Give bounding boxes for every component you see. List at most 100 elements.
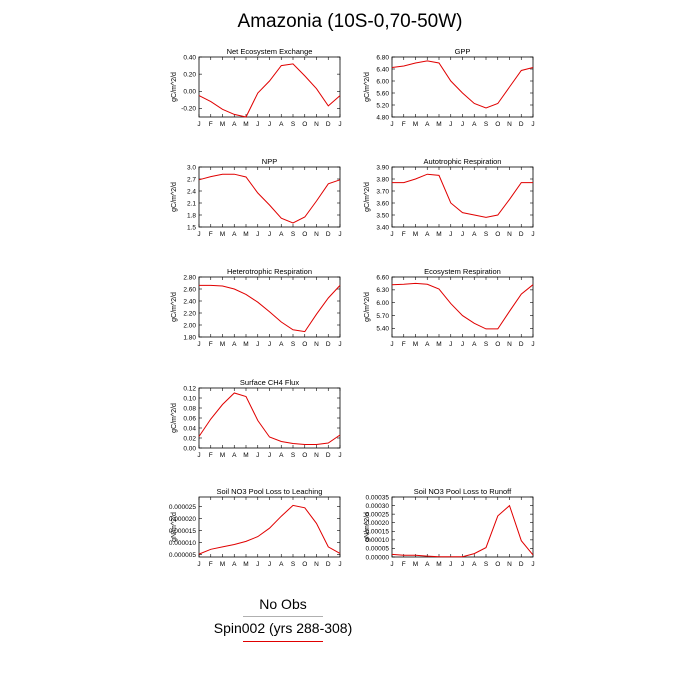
x-tick-label: D <box>326 452 331 459</box>
y-tick-label: 0.40 <box>183 54 196 61</box>
x-tick-label: S <box>291 561 296 568</box>
y-tick-label: 0.10 <box>183 395 196 402</box>
x-tick-label: N <box>314 561 319 568</box>
plot-frame <box>391 56 534 118</box>
series-line-1 <box>391 282 534 330</box>
y-tick-label: 3.40 <box>376 224 389 231</box>
x-tick-label: A <box>279 121 284 128</box>
x-tick-label: M <box>220 452 225 459</box>
y-tick-label: 5.20 <box>376 102 389 109</box>
y-tick-label: 3.80 <box>376 176 389 183</box>
y-tick-label: 3.90 <box>376 164 389 171</box>
x-tick-label: J <box>197 341 200 348</box>
x-tick-label: F <box>209 121 213 128</box>
series-line-1 <box>391 504 534 558</box>
x-tick-label: S <box>291 121 296 128</box>
x-tick-label: N <box>314 231 319 238</box>
panel-title-surface-ch4-flux: Surface CH4 Flux <box>240 378 299 387</box>
y-axis-label: gN/m^2/d <box>171 512 178 542</box>
y-tick-label: 1.80 <box>183 334 196 341</box>
x-tick-label: J <box>197 452 200 459</box>
y-tick-label: 6.40 <box>376 66 389 73</box>
x-tick-label: J <box>461 231 464 238</box>
x-tick-label: M <box>220 231 225 238</box>
chart-panel-8: Soil NO3 Pool Loss to LeachinggN/m^2/d0.… <box>169 487 342 568</box>
legend-label-spin002: Spin002 (yrs 288-308) <box>214 620 353 636</box>
x-tick-label: S <box>291 231 296 238</box>
series-line-1 <box>199 284 341 333</box>
x-tick-label: M <box>243 561 248 568</box>
y-tick-label: 2.20 <box>183 310 196 317</box>
y-axis-label: gC/m^2/d <box>364 72 371 102</box>
x-tick-label: J <box>390 341 393 348</box>
x-tick-label: O <box>495 121 500 128</box>
x-tick-label: J <box>449 231 452 238</box>
chart-panel-1: Net Ecosystem Exchange gC/m^2/d-0.20 0.00 0… <box>171 47 342 128</box>
panel-title-soil-no3-pool-loss-to-leaching: Soil NO3 Pool Loss to Leaching <box>217 487 323 496</box>
x-tick-label: N <box>314 121 319 128</box>
x-tick-label: J <box>268 231 271 238</box>
x-tick-label: J <box>449 121 452 128</box>
series-line-1 <box>392 173 533 218</box>
y-tick-label: 0.00 <box>183 89 196 96</box>
y-tick-label: 1.8 <box>187 212 196 219</box>
y-tick-label: 2.1 <box>187 200 196 207</box>
x-tick-label: S <box>484 561 489 568</box>
x-tick-label: F <box>402 231 406 238</box>
x-tick-label: M <box>243 341 248 348</box>
x-tick-label: D <box>326 121 331 128</box>
x-tick-label: J <box>461 121 464 128</box>
y-tick-label: 0.000025 <box>169 504 196 511</box>
x-tick-label: O <box>302 452 307 459</box>
x-tick-label: A <box>425 341 430 348</box>
x-tick-label: A <box>232 121 237 128</box>
x-tick-label: J <box>268 561 271 568</box>
y-tick-label: 2.40 <box>183 298 196 305</box>
y-tick-label: 6.30 <box>376 287 389 294</box>
y-axis-label: gN/m^2/d <box>364 512 371 542</box>
y-axis-label: gC/m^2/d <box>364 182 371 212</box>
x-tick-label: J <box>338 561 341 568</box>
x-tick-label: J <box>531 561 534 568</box>
series-line-1 <box>198 63 341 118</box>
x-tick-label: S <box>484 231 489 238</box>
x-tick-label: J <box>256 561 259 568</box>
x-tick-label: N <box>507 561 512 568</box>
y-tick-label: 6.00 <box>376 78 389 85</box>
panel-title-npp: NPP <box>262 157 277 166</box>
x-tick-label: O <box>495 341 500 348</box>
x-tick-label: A <box>279 452 284 459</box>
x-tick-label: M <box>413 341 418 348</box>
y-tick-label: 2.4 <box>187 188 196 195</box>
x-tick-label: J <box>268 341 271 348</box>
x-tick-label: A <box>232 452 237 459</box>
x-tick-label: A <box>425 231 430 238</box>
y-tick-label: 0.000005 <box>169 552 196 559</box>
x-tick-label: A <box>232 231 237 238</box>
x-tick-label: F <box>402 341 406 348</box>
panel-title-ecosystem-respiration: Ecosystem Respiration <box>424 267 501 276</box>
x-tick-label: J <box>338 231 341 238</box>
x-tick-label: O <box>302 561 307 568</box>
x-tick-label: N <box>507 341 512 348</box>
y-axis-label: gC/m^2/d <box>171 72 178 102</box>
plot-frame <box>391 496 534 558</box>
y-axis-label: gC/m^2/d <box>171 403 178 433</box>
x-tick-label: M <box>220 561 225 568</box>
y-tick-label: 0.08 <box>183 405 196 412</box>
x-tick-label: M <box>220 341 225 348</box>
x-tick-label: D <box>326 231 331 238</box>
y-tick-label: 3.50 <box>376 212 389 219</box>
x-tick-label: J <box>338 341 341 348</box>
y-tick-label: 0.00 <box>183 445 196 452</box>
y-tick-label: 4.80 <box>376 114 389 121</box>
plot-frame <box>391 166 534 228</box>
y-tick-label: 0.00000 <box>366 554 390 561</box>
y-tick-label: 0.000015 <box>169 528 196 535</box>
x-tick-label: M <box>243 121 248 128</box>
x-tick-label: J <box>449 341 452 348</box>
x-tick-label: J <box>531 341 534 348</box>
x-tick-label: J <box>197 561 200 568</box>
